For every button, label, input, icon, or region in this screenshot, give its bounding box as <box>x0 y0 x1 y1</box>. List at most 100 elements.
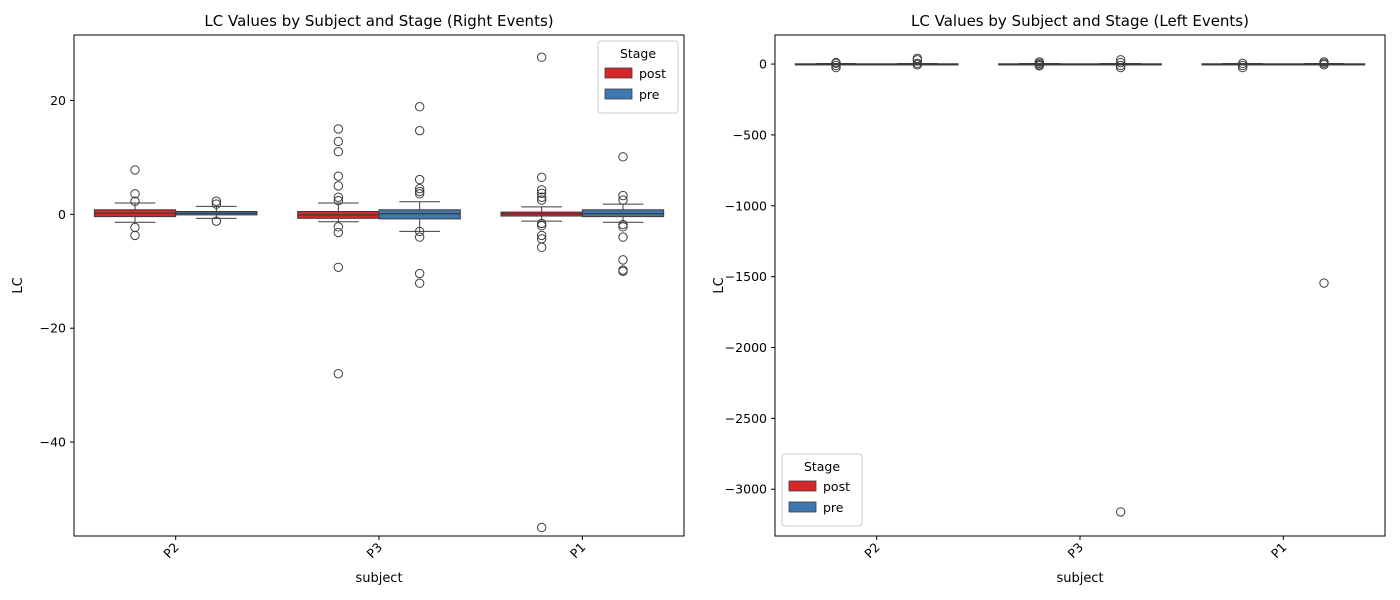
outlier-point <box>333 369 344 379</box>
outlier-point <box>536 230 547 241</box>
x-tick-label: P2 <box>861 540 883 562</box>
legend-swatch-post <box>788 480 817 492</box>
outlier-point <box>333 147 344 157</box>
outlier-point <box>831 62 841 73</box>
outlier-point <box>333 124 344 134</box>
legend-title: Stage <box>620 46 656 61</box>
outlier-point <box>536 192 547 202</box>
outlier-point <box>414 186 425 197</box>
legend: Stage post pre <box>597 40 679 114</box>
outlier-point <box>414 184 425 194</box>
x-axis-title: subject <box>1056 571 1103 586</box>
box-post-P2 <box>93 165 177 241</box>
outlier-point <box>618 152 628 162</box>
y-tick-label: −3000 <box>725 482 767 497</box>
outlier-point <box>414 174 425 185</box>
outlier-point <box>333 181 344 191</box>
outlier-point <box>536 522 547 533</box>
outlier-point <box>211 196 222 206</box>
outlier-point <box>1115 55 1126 65</box>
outlier-point <box>536 172 547 183</box>
box-post-P1 <box>1201 58 1284 73</box>
outlier-point <box>536 221 547 231</box>
outlier-point <box>618 232 628 242</box>
chart-panel-2: −3000 −2500 −2000 −1500 −1000 −500 0 P2 P3 P1 LC V… <box>712 12 1386 586</box>
outlier-point <box>130 165 140 175</box>
box-pre-P1 <box>1282 57 1366 288</box>
outlier-point <box>333 192 344 202</box>
box-pre-P2 <box>175 196 258 226</box>
outlier-point <box>414 125 425 136</box>
legend-swatch-pre <box>604 88 633 100</box>
box-pre-P3 <box>1079 55 1162 517</box>
outlier-point <box>1237 58 1248 69</box>
outlier-point <box>618 222 628 232</box>
outlier-point <box>333 136 344 147</box>
outlier-point <box>130 189 140 199</box>
legend-title: Stage <box>804 459 840 474</box>
outlier-point <box>536 185 547 195</box>
outlier-point <box>536 218 547 229</box>
legend-swatch-post <box>604 67 633 79</box>
y-tick-label: −2000 <box>725 340 767 355</box>
y-tick-label: 20 <box>50 93 66 108</box>
outlier-point <box>333 222 344 232</box>
outlier-point <box>618 255 628 265</box>
legend-swatch-pre <box>788 501 817 513</box>
outlier-point <box>536 242 547 253</box>
legend-label-post: post <box>823 479 850 494</box>
outlier-point <box>536 52 547 62</box>
outlier-point <box>1237 62 1248 73</box>
y-tick-label: 0 <box>58 207 66 222</box>
outlier-point <box>912 55 923 65</box>
x-tick-label: P3 <box>364 540 386 562</box>
outlier-point <box>1034 61 1045 71</box>
box-post-P3 <box>998 57 1081 71</box>
box-pre-P1 <box>581 152 665 276</box>
y-tick-label: −1500 <box>725 269 767 284</box>
outlier-point <box>1115 62 1126 73</box>
y-tick-label: −500 <box>733 127 767 142</box>
outlier-point <box>831 58 841 69</box>
legend-label-pre: pre <box>823 500 844 515</box>
outlier-point <box>333 195 344 206</box>
outlier-point <box>912 60 923 70</box>
outlier-point <box>618 195 628 205</box>
y-tick-label: −2500 <box>725 411 767 426</box>
box-post-P3 <box>297 124 380 379</box>
y-tick-label: −20 <box>40 321 66 336</box>
outlier-point <box>618 219 628 230</box>
outlier-point <box>414 102 425 112</box>
x-axis-title: subject <box>355 571 402 586</box>
outlier-point <box>414 232 425 242</box>
outlier-point <box>618 266 628 276</box>
box-post-P2 <box>794 57 878 73</box>
y-axis-title: LC <box>11 277 26 293</box>
outlier-point <box>618 190 628 201</box>
x-tick-label: P1 <box>567 540 589 562</box>
outlier-point <box>333 262 344 272</box>
outlier-point <box>1319 60 1329 70</box>
x-tick-label: P3 <box>1065 540 1087 562</box>
outlier-point <box>536 195 547 205</box>
outlier-point <box>1115 507 1126 517</box>
outlier-point <box>333 227 344 238</box>
outlier-point <box>333 171 344 181</box>
legend-label-post: post <box>639 66 666 81</box>
outlier-point <box>211 199 222 209</box>
box-post-P1 <box>500 52 583 533</box>
outlier-point <box>211 216 222 226</box>
box-pre-P2 <box>876 53 959 70</box>
y-axis-title: LC <box>712 277 727 293</box>
box-pre-P3 <box>378 102 461 288</box>
outlier-point <box>130 230 140 241</box>
outlier-point <box>1115 60 1126 71</box>
legend-label-pre: pre <box>639 87 660 102</box>
chart-panel-1: −40 −20 0 20 P2 P3 P1 LC Values by Subject and … <box>11 12 685 586</box>
chart-title: LC Values by Subject and Stage (Left Eve… <box>911 12 1249 30</box>
y-tick-label: 0 <box>759 57 767 72</box>
outlier-point <box>1115 57 1126 68</box>
plot-frame <box>774 34 1386 537</box>
